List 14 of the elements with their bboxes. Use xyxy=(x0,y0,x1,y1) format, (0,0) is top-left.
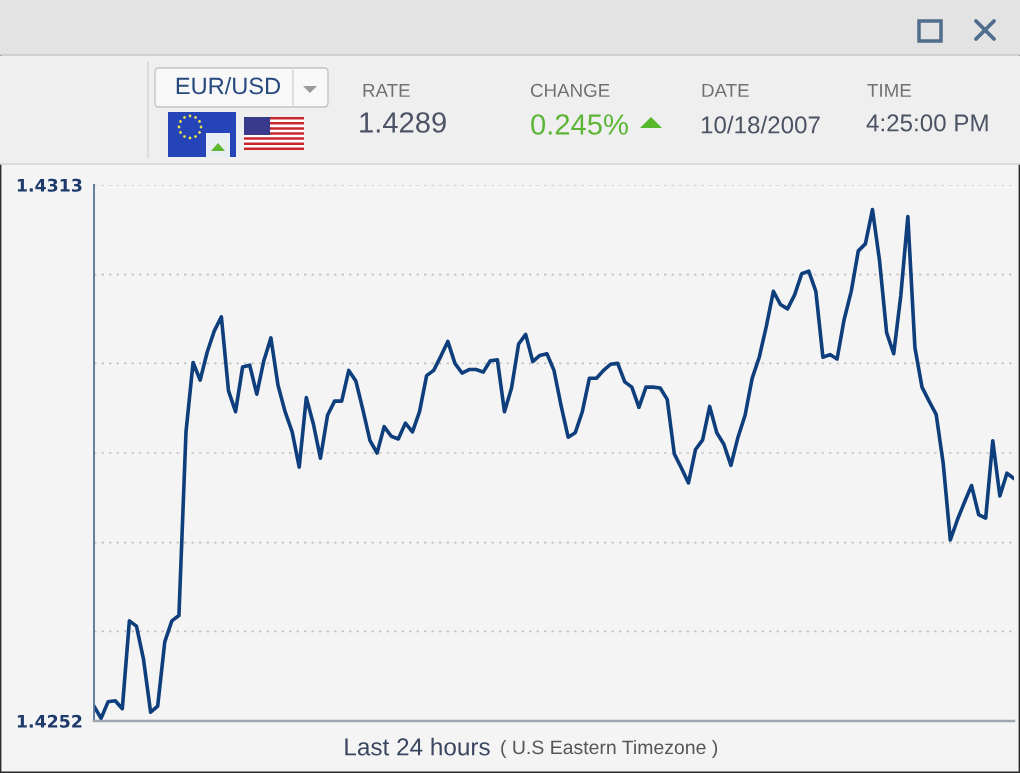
text: CHANGE xyxy=(530,83,610,98)
line-series xyxy=(94,207,1014,721)
text: 10/18/2007 xyxy=(701,115,820,134)
text: ( U.S Eastern Timezone ) xyxy=(501,739,718,759)
text: EUR/USD xyxy=(176,77,280,95)
text: 4:25:00 PM xyxy=(866,114,988,132)
text: TIME xyxy=(867,83,911,97)
y-tick-label: 1.4313 xyxy=(17,178,82,192)
text: 0.245% xyxy=(531,114,628,135)
text: DATE xyxy=(702,83,749,97)
text: RATE xyxy=(363,83,410,97)
text: 1.4289 xyxy=(360,112,446,133)
x-axis-title: Last 24 hours xyxy=(345,737,490,756)
y-tick-label: 1.4252 xyxy=(17,714,82,728)
